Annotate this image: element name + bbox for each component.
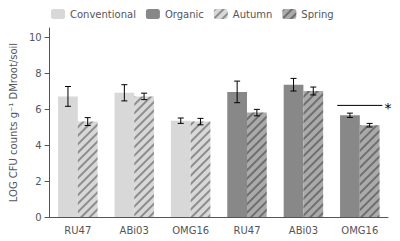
svg-text:ABi03: ABi03: [289, 225, 318, 236]
svg-text:OMG16: OMG16: [172, 225, 209, 236]
svg-text:2: 2: [35, 176, 41, 187]
svg-text:0: 0: [35, 212, 41, 223]
svg-text:4: 4: [35, 140, 41, 151]
svg-text:10: 10: [29, 32, 42, 43]
svg-text:RU47: RU47: [64, 225, 91, 236]
svg-text:*: *: [385, 100, 392, 116]
svg-text:Autumn: Autumn: [233, 9, 273, 20]
svg-text:RU47: RU47: [234, 225, 261, 236]
svg-text:Spring: Spring: [301, 9, 333, 20]
svg-text:ABi03: ABi03: [120, 225, 149, 236]
svg-text:OMG16: OMG16: [341, 225, 378, 236]
svg-text:Organic: Organic: [165, 9, 204, 20]
svg-text:Conventional: Conventional: [70, 9, 136, 20]
svg-text:LOG CFU counts g⁻¹ DMroot/soil: LOG CFU counts g⁻¹ DMroot/soil: [8, 43, 19, 202]
svg-text:6: 6: [35, 104, 41, 115]
svg-text:8: 8: [35, 68, 41, 79]
